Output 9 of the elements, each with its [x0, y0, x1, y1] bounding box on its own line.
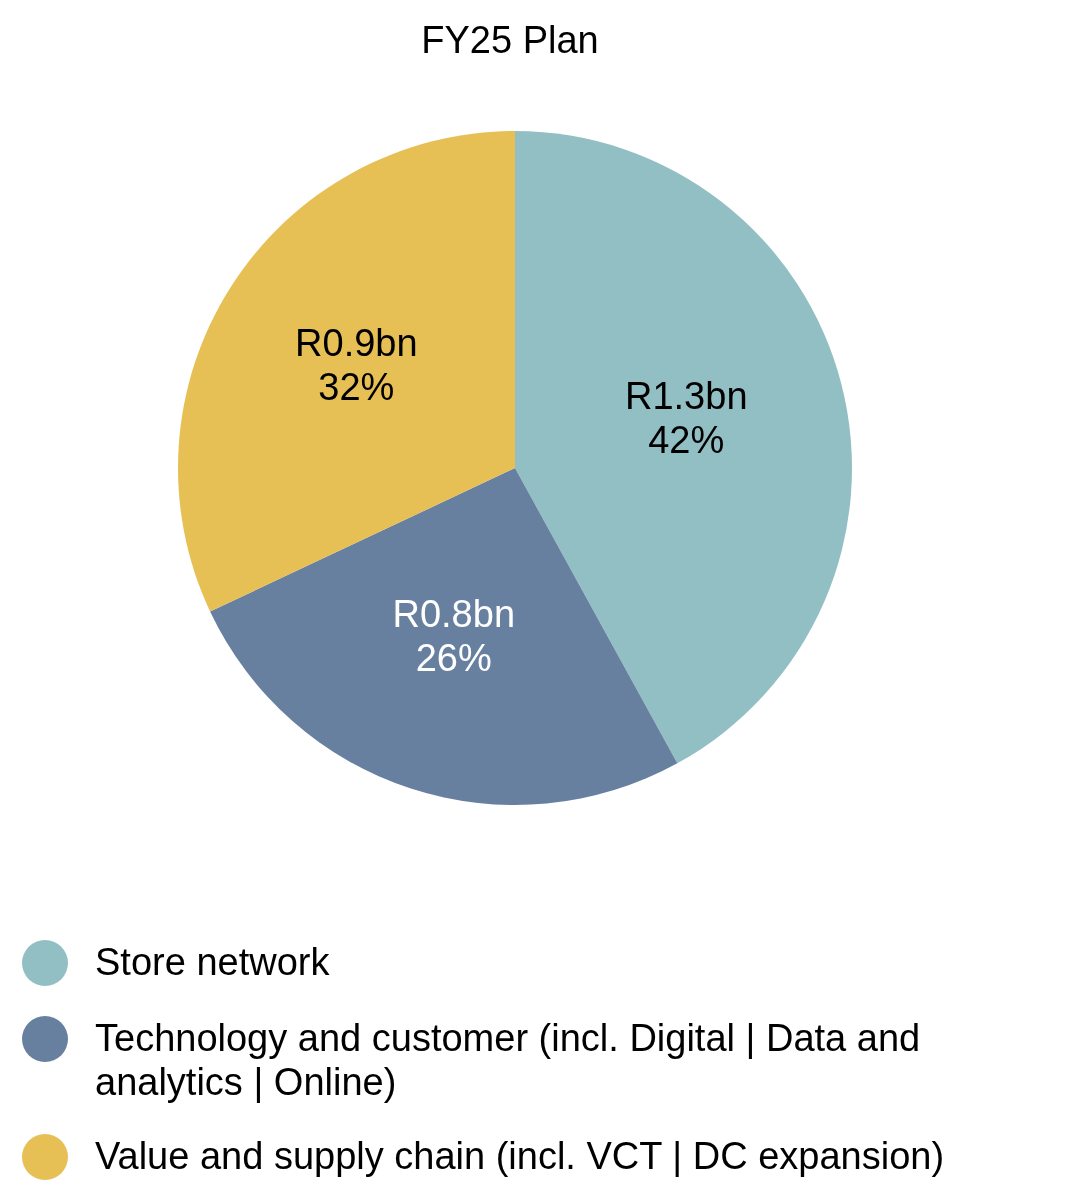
legend-label: Store network: [95, 940, 331, 984]
pie-slice: [515, 131, 852, 764]
data-label: R0.8bn 26%: [392, 593, 516, 680]
chart-title: FY25 Plan: [421, 19, 599, 61]
legend-label: Technology and customer (incl. Digital | Data and analytics | Online): [95, 1016, 922, 1104]
data-label: R0.9bn 32%: [295, 322, 418, 409]
legend-label: Value and supply chain (incl. VCT | DC expansion): [95, 1134, 946, 1178]
pie-slice: [210, 468, 678, 805]
data-label: R1.3bn 42%: [624, 374, 748, 461]
